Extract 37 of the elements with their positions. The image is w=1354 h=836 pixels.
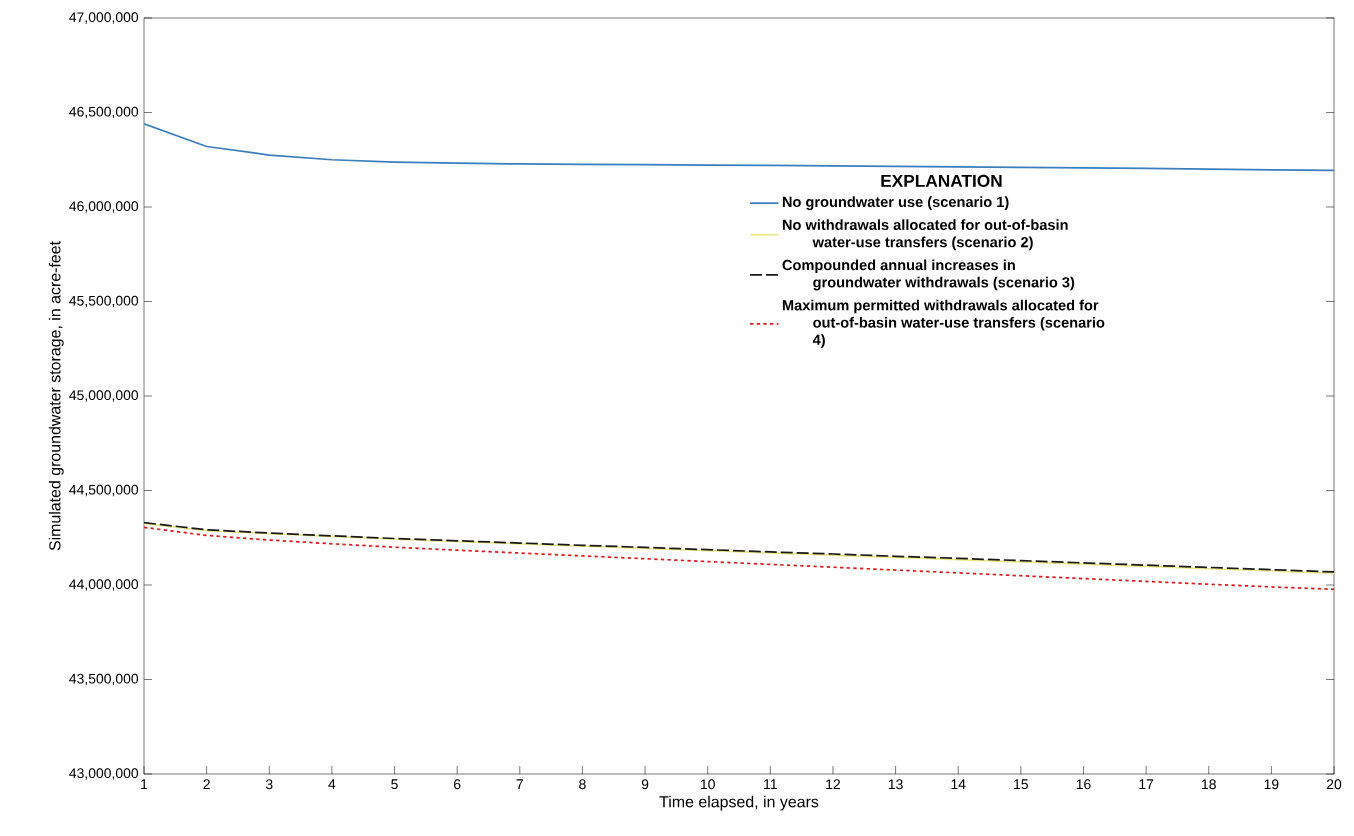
x-tick-label: 1 [141,779,148,789]
x-tick-label: 9 [641,779,649,790]
x-tick-label: 3 [265,779,273,790]
x-tick-label: 5 [391,779,398,790]
legend-label: Maximum permitted withdrawals allocated for out-of-basin water-use transfers (scenario 4) [782,299,1105,348]
y-tick-label: 46,000,000 [69,201,139,213]
y-tick-label: 47,000,000 [69,12,139,24]
y-axis-title: Simulated groundwater storage, in acre-feet [48,241,64,551]
legend-label: Compounded annual increases in groundwater withdrawals (scenario 3) [782,259,1075,291]
x-axis-title: Time elapsed, in years [659,795,819,811]
x-tick-label: 15 [1014,779,1029,790]
legend-label: No groundwater use (scenario 1) [782,196,1009,210]
y-tick-label: 44,000,000 [69,579,139,591]
x-tick-label: 2 [203,779,210,790]
x-tick-label: 19 [1264,779,1279,790]
x-tick-label: 10 [701,779,715,790]
line-series [144,122,1335,172]
x-tick-label: 18 [1202,779,1216,790]
x-tick-label: 6 [453,779,461,790]
y-tick-label: 45,000,000 [69,390,139,402]
x-tick-label: 14 [951,779,966,789]
x-tick-label: 20 [1326,779,1342,790]
x-tick-label: 4 [328,779,336,789]
legend-title: EXPLANATION [881,174,1002,187]
x-tick-label: 17 [1139,779,1154,789]
x-tick-label: 12 [826,779,840,790]
y-tick-label: 43,000,000 [69,768,139,780]
y-tick-label: 44,500,000 [69,484,139,497]
x-tick-label: 16 [1076,779,1091,790]
x-tick-label: 8 [579,779,586,790]
x-tick-label: 13 [888,779,903,790]
y-tick-label: 43,500,000 [69,673,139,686]
legend-label: No withdrawals allocated for out-of-basin water-use transfers (scenario 2) [782,219,1068,251]
y-tick-label: 46,500,000 [69,106,139,119]
x-tick-label: 7 [516,779,523,789]
y-tick-label: 45,500,000 [69,295,139,308]
x-tick-label: 11 [764,779,777,789]
